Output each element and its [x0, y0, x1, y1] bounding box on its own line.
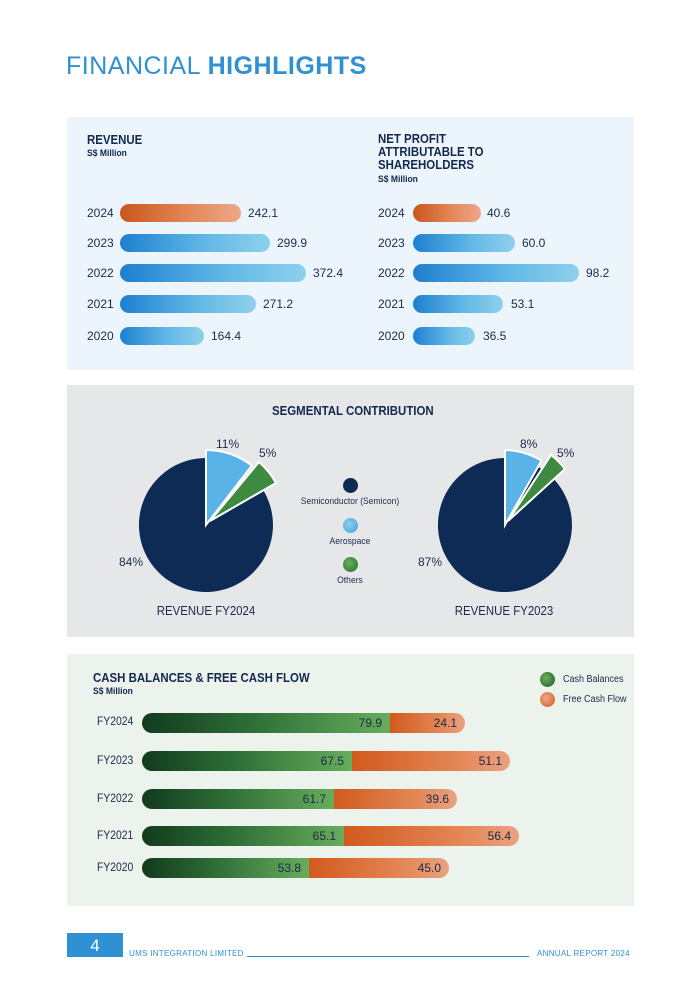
net-profit-year-label: 2021: [378, 297, 405, 311]
legend-fcf-label: Free Cash Flow: [563, 694, 627, 705]
revenue-title: REVENUE: [87, 132, 143, 147]
cash-year-label: FY2020: [97, 862, 134, 874]
cash-bar-fy2022: 61.7 39.6: [142, 789, 457, 809]
cash-segment: 79.9: [142, 713, 390, 733]
pie2-semicon-pct: 87%: [418, 555, 443, 569]
legend-cash-label: Cash Balances: [563, 674, 624, 685]
cash-segment: 53.8: [142, 858, 309, 878]
net-profit-value-label: 98.2: [586, 266, 610, 280]
cash-bar-fy2020: 53.8 45.0: [142, 858, 449, 878]
revenue-year-label: 2023: [87, 236, 114, 250]
pie1-caption: REVENUE FY2024: [156, 603, 256, 618]
net-profit-year-label: 2024: [378, 206, 405, 220]
footer-rule: [247, 956, 529, 957]
cash-value-label: 53.8: [277, 861, 301, 875]
cash-segment: 65.1: [142, 826, 344, 846]
cash-bar-fy2023: 67.5 51.1: [142, 751, 510, 771]
cash-unit: S$ Million: [93, 686, 133, 697]
legend-aero-label: Aerospace: [329, 536, 371, 547]
page-title-bold: HIGHLIGHTS: [207, 52, 367, 80]
cash-bar-fy2024: 79.9 24.1: [142, 713, 465, 733]
net-profit-title-3: SHAREHOLDERS: [378, 157, 474, 172]
fcf-value-label: 24.1: [433, 716, 457, 730]
revenue-bar-2020: [120, 327, 204, 345]
fcf-segment: 39.6: [334, 789, 457, 809]
revenue-bar-2022: [120, 264, 306, 282]
revenue-value-label: 372.4: [313, 266, 344, 280]
legend-semicon-label: Semiconductor (Semicon): [300, 496, 400, 507]
fcf-segment: 24.1: [390, 713, 465, 733]
net-profit-bar-2020: [413, 327, 475, 345]
page-title: FINANCIAL HIGHLIGHTS: [66, 52, 367, 81]
net-profit-bar-2024: [413, 204, 481, 222]
cash-year-label: FY2023: [97, 755, 134, 767]
segmental-title: SEGMENTAL CONTRIBUTION: [272, 403, 434, 418]
net-profit-title-2: ATTRIBUTABLE TO: [378, 144, 484, 159]
fcf-value-label: 39.6: [425, 792, 449, 806]
fcf-value-label: 51.1: [478, 754, 502, 768]
segmental-pies-svg: [138, 448, 572, 592]
revenue-year-label: 2021: [87, 297, 114, 311]
legend-others-dot: [343, 557, 358, 572]
legend-semicon-dot: [343, 478, 358, 493]
legend-aero-dot: [343, 518, 358, 533]
net-profit-value-label: 40.6: [487, 206, 511, 220]
legend-fcf-dot: [540, 692, 555, 707]
pie1-aero-slice: [205, 448, 254, 528]
fcf-segment: 56.4: [344, 826, 519, 846]
net-profit-year-label: 2020: [378, 329, 405, 343]
revenue-year-label: 2020: [87, 329, 114, 343]
fcf-value-label: 56.4: [487, 829, 511, 843]
pie2-caption: REVENUE FY2023: [454, 603, 554, 618]
revenue-bar-2024: [120, 204, 241, 222]
pie2-aero-slice: [504, 448, 543, 529]
net-profit-bar-2022: [413, 264, 579, 282]
cash-year-label: FY2024: [97, 716, 134, 728]
pie1-semicon-pct: 84%: [119, 555, 144, 569]
cash-year-label: FY2021: [97, 830, 134, 842]
legend-others-label: Others: [337, 575, 363, 586]
revenue-value-label: 164.4: [211, 329, 242, 343]
net-profit-year-label: 2022: [378, 266, 405, 280]
fcf-segment: 45.0: [309, 858, 449, 878]
net-profit-bar-2021: [413, 295, 503, 313]
net-profit-year-label: 2023: [378, 236, 405, 250]
cash-bar-fy2021: 65.1 56.4: [142, 826, 519, 846]
net-profit-unit: S$ Million: [378, 174, 418, 185]
cash-value-label: 61.7: [302, 792, 326, 806]
pie2-aero-pct: 8%: [520, 437, 538, 451]
cash-segment: 67.5: [142, 751, 352, 771]
fcf-value-label: 45.0: [417, 861, 441, 875]
net-profit-bar-2023: [413, 234, 515, 252]
footer-report: ANNUAL REPORT 2024: [537, 949, 630, 958]
net-profit-value-label: 60.0: [522, 236, 546, 250]
fcf-segment: 51.1: [352, 751, 510, 771]
pie1-aero-pct: 11%: [216, 437, 240, 451]
pie1-others-pct: 5%: [259, 446, 277, 460]
revenue-value-label: 271.2: [263, 297, 294, 311]
revenue-unit: S$ Million: [87, 148, 127, 159]
revenue-year-label: 2024: [87, 206, 114, 220]
revenue-value-label: 242.1: [248, 206, 279, 220]
cash-value-label: 67.5: [320, 754, 344, 768]
cash-year-label: FY2022: [97, 793, 134, 805]
cash-value-label: 79.9: [358, 716, 382, 730]
cash-value-label: 65.1: [312, 829, 336, 843]
legend-cash-dot: [540, 672, 555, 687]
revenue-bar-2023: [120, 234, 270, 252]
net-profit-title-1: NET PROFIT: [378, 131, 447, 146]
revenue-year-label: 2022: [87, 266, 114, 280]
page-title-light: FINANCIAL: [66, 52, 201, 80]
revenue-bar-2021: [120, 295, 256, 313]
cash-title: CASH BALANCES & FREE CASH FLOW: [93, 670, 310, 685]
net-profit-value-label: 53.1: [511, 297, 535, 311]
cash-segment: 61.7: [142, 789, 334, 809]
pie2-others-slice: [507, 453, 567, 522]
pie2-others-pct: 5%: [557, 446, 575, 460]
revenue-value-label: 299.9: [277, 236, 308, 250]
footer-company: UMS INTEGRATION LIMITED: [129, 949, 244, 958]
net-profit-value-label: 36.5: [483, 329, 507, 343]
page-number: 4: [67, 933, 123, 957]
pie1-others-slice: [209, 460, 278, 522]
